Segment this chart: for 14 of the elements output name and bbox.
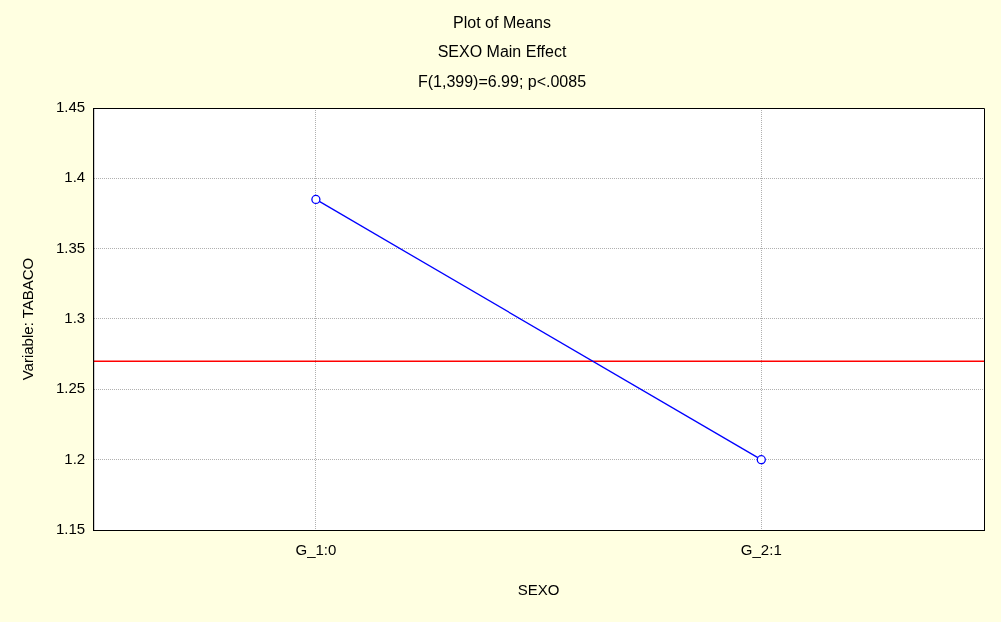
y-tick-label: 1.15	[55, 520, 86, 538]
y-tick-label: 1.45	[55, 98, 86, 116]
y-tick-label: 1.4	[64, 168, 86, 186]
x-tick-label: G_1:0	[295, 541, 337, 559]
x-tick-label: G_2:1	[740, 541, 782, 559]
text: F(1,399)=6.99; p<.0085	[417, 73, 587, 91]
y-axis-title: Variable: TABACO	[19, 257, 37, 381]
chart-title: Plot of Means	[453, 14, 551, 32]
y-tick-label: 1.3	[64, 309, 86, 327]
y-tick-label: 1.25	[55, 379, 86, 397]
chart-subtitle: SEXO Main Effect	[437, 42, 567, 60]
y-tick-label: 1.35	[55, 238, 86, 256]
x-axis-title: SEXO	[517, 581, 560, 599]
y-tick-label: 1.2	[64, 449, 86, 467]
